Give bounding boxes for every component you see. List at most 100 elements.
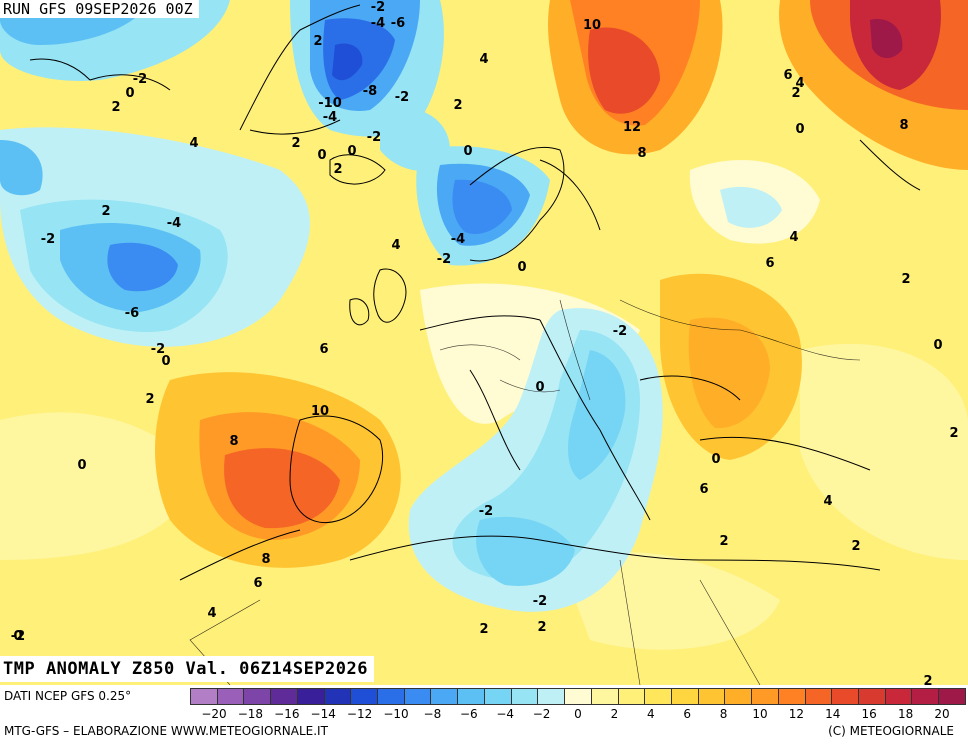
legend-swatch — [618, 689, 646, 704]
contour-value-label: 0 — [535, 380, 544, 395]
legend-swatch — [858, 689, 886, 704]
contour-value-label: 2 — [479, 622, 488, 637]
legend-swatch — [217, 689, 245, 704]
contour-value-label: 6 — [319, 342, 328, 357]
anomaly-map: -2 -4 -6 10 2 4 -2 0 2 -8 -2 -10 -4 -2 2 12 6 4 2 8 4 2 0 0 2 0 8 0… — [0, 0, 968, 685]
contour-value-label: 10 — [583, 18, 601, 33]
legend-tick-label: 16 — [861, 707, 877, 721]
legend-swatch — [431, 689, 459, 704]
color-legend — [190, 688, 966, 705]
legend-swatch — [671, 689, 699, 704]
contour-value-label: -4 — [323, 110, 337, 125]
legend-tick-label: 18 — [897, 707, 914, 721]
contour-value-label: 0 — [463, 144, 472, 159]
contour-value-label: 0 — [517, 260, 526, 275]
legend-tick-label: −4 — [496, 707, 515, 721]
contour-value-label: 2 — [145, 392, 154, 407]
contour-value-label: 6 — [699, 482, 708, 497]
contour-value-label: 2 — [851, 539, 860, 554]
legend-ticks: −20 −18 −16 −14 −12 −10 −8 −6 −4 −2 0 2 4 6 8 10 12 14 16 1… — [190, 707, 966, 723]
legend-tick-label: 8 — [719, 707, 728, 721]
contour-value-label: -8 — [363, 84, 377, 99]
legend-swatch — [778, 689, 806, 704]
contour-value-label: 4 — [391, 238, 400, 253]
legend-swatch — [725, 689, 753, 704]
contour-value-label: -2 — [41, 232, 55, 247]
credit-left: MTG-GFS – ELABORAZIONE WWW.METEOGIORNALE… — [4, 724, 328, 738]
contour-value-label: -10 — [318, 96, 342, 111]
contour-value-label: -2 — [133, 72, 147, 87]
legend-tick-label: 2 — [610, 707, 619, 721]
contour-value-label: 6 — [253, 576, 262, 591]
contour-value-label: 4 — [789, 230, 798, 245]
contour-value-label: 4 — [479, 52, 488, 67]
legend-swatch — [565, 689, 592, 704]
contour-value-label: 6 — [765, 256, 774, 271]
legend-swatch — [805, 689, 833, 704]
legend-swatch — [191, 689, 218, 704]
legend-tick-label: 14 — [825, 707, 841, 721]
contour-value-label: 0 — [711, 452, 720, 467]
contour-value-label: 2 — [719, 534, 728, 549]
credit-right: (C) METEOGIORNALE — [828, 724, 954, 738]
legend-tick-label: −6 — [459, 707, 478, 721]
contour-value-label: 10 — [311, 404, 329, 419]
contour-value-label: 0 — [317, 148, 326, 163]
contour-value-label: 8 — [899, 118, 908, 133]
contour-value-label: -4 — [167, 216, 181, 231]
legend-swatch — [458, 689, 485, 704]
legend-tick-label: 20 — [934, 707, 950, 721]
contour-value-label: -2 — [613, 324, 627, 339]
legend-tick-label: −16 — [274, 707, 300, 721]
contour-value-label: 0 — [933, 338, 942, 353]
contour-value-label: -6 — [391, 16, 405, 31]
contour-value-label: 2 — [901, 272, 910, 287]
legend-tick-label: 6 — [683, 707, 692, 721]
contour-value-label: 2 — [313, 34, 322, 49]
contour-value-label: 0 — [77, 458, 86, 473]
contour-value-label: 2 — [923, 674, 932, 685]
legend-tick-label: −18 — [237, 707, 264, 721]
contour-value-label: 2 — [453, 98, 462, 113]
contour-value-label: 0 — [161, 354, 170, 369]
legend-tick-label: −14 — [310, 707, 336, 721]
legend-tick-label: 4 — [646, 707, 655, 721]
legend-swatch — [297, 689, 325, 704]
legend-tick-label: −20 — [201, 707, 227, 721]
run-title: RUN GFS 09SEP2026 00Z — [0, 0, 199, 18]
legend-swatch — [698, 689, 726, 704]
contour-value-label: -2 — [371, 0, 385, 15]
legend-tick-label: −2 — [532, 707, 551, 721]
legend-swatch — [484, 689, 512, 704]
contour-value-label: 0 — [347, 144, 356, 159]
legend-swatch — [378, 689, 405, 704]
contour-value-label: -2 — [437, 252, 451, 267]
contour-value-label: 2 — [101, 204, 110, 219]
legend-swatch — [351, 689, 379, 704]
contour-value-label: 8 — [637, 146, 646, 161]
contour-value-label: 0 — [125, 86, 134, 101]
legend-swatch — [511, 689, 539, 704]
legend-swatch — [939, 689, 965, 704]
legend-swatch — [885, 689, 913, 704]
contour-value-label: 12 — [623, 120, 641, 135]
contour-value-label: -2 — [367, 130, 381, 145]
legend-swatch — [271, 689, 298, 704]
validity-title: TMP ANOMALY Z850 Val. 06Z14SEP2026 — [0, 656, 374, 682]
legend-tick-label: −8 — [423, 707, 442, 721]
contour-value-label: 4 — [823, 494, 832, 509]
contour-value-label: -2 — [479, 504, 493, 519]
contour-value-label: -2 — [533, 594, 547, 609]
data-source-label: DATI NCEP GFS 0.25° — [4, 689, 132, 703]
contour-value-label: 6 — [783, 68, 792, 83]
contour-value-label: 4 — [207, 606, 216, 621]
contour-value-label: 8 — [261, 552, 270, 567]
legend-swatch — [645, 689, 672, 704]
legend-swatch — [752, 689, 779, 704]
legend-tick-label: −12 — [346, 707, 373, 721]
contour-value-label: 2 — [111, 100, 120, 115]
contour-value-label: 4 — [189, 136, 198, 151]
contour-value-label: 2 — [537, 620, 546, 635]
